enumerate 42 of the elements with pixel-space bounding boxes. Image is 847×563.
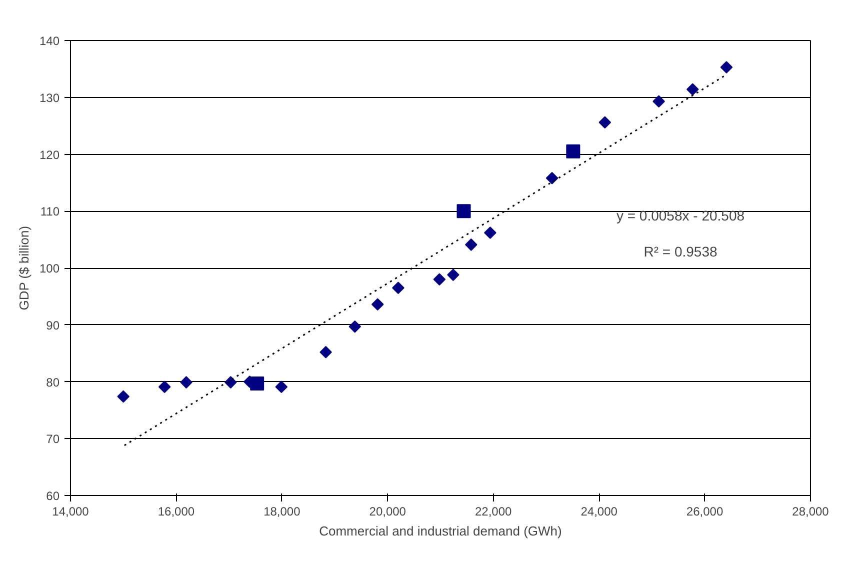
point <box>652 95 665 108</box>
x-tick-label: 20,000 <box>369 504 406 518</box>
y-tick-label: 140 <box>39 34 60 48</box>
x-tick-label: 28,000 <box>792 504 830 518</box>
point <box>720 61 733 74</box>
x-tick-label: 14,000 <box>52 504 90 518</box>
y-tick-label: 80 <box>46 375 60 390</box>
point <box>456 204 471 218</box>
point <box>686 83 699 96</box>
y-axis-title: GDP ($ billion) <box>16 226 32 310</box>
x-tick-label: 18,000 <box>264 504 301 518</box>
y-tick-label: 90 <box>46 318 60 332</box>
annotation: R² = 0.9538 <box>644 244 718 260</box>
y-tick-label: 70 <box>46 432 60 446</box>
y-tick-label: 120 <box>39 148 60 162</box>
x-tick-label: 16,000 <box>158 504 195 518</box>
x-axis-title: Commercial and industrial demand (GWh) <box>319 524 562 538</box>
x-tick-label: 26,000 <box>686 504 724 518</box>
y-tick-label: 110 <box>40 204 60 219</box>
point <box>117 390 130 403</box>
y-tick-label: 130 <box>39 90 60 105</box>
annotation: y = 0.0058x - 20.508 <box>616 208 745 224</box>
point <box>392 282 404 294</box>
point <box>348 320 362 333</box>
point <box>598 116 612 129</box>
y-tick-label: 100 <box>39 262 60 276</box>
point <box>484 226 496 239</box>
point <box>158 380 171 394</box>
point <box>447 268 460 281</box>
point <box>180 376 192 388</box>
y-tick-label: 60 <box>46 489 60 503</box>
x-tick-label: 24,000 <box>580 504 618 518</box>
point <box>433 273 446 286</box>
point <box>250 376 264 390</box>
x-tick-label: 22,000 <box>475 504 512 518</box>
point <box>371 298 384 311</box>
point <box>465 238 478 251</box>
point <box>224 376 237 388</box>
point <box>320 346 332 358</box>
point <box>275 380 288 394</box>
point <box>566 144 580 158</box>
point <box>546 172 558 184</box>
